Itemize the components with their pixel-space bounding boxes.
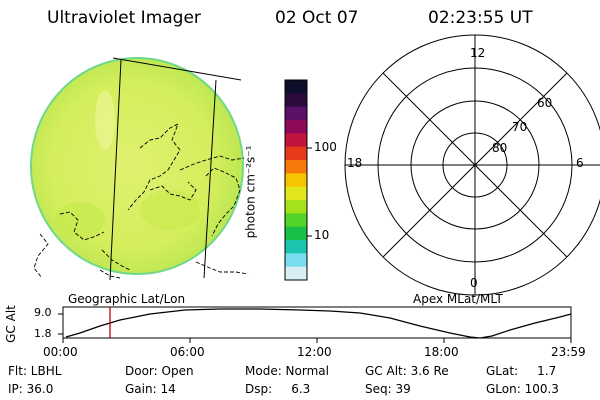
info-seq: Seq: 39	[365, 382, 411, 396]
altitude-curve	[65, 308, 572, 339]
colorbar-stripe	[285, 266, 307, 281]
time-text: 02:23:55 UT	[428, 8, 533, 28]
altitude-strip	[58, 306, 572, 343]
colorbar-stripe	[285, 240, 307, 254]
geo-grid-lines	[109, 57, 242, 281]
gc-alt-axis-label: GC Alt	[3, 305, 18, 343]
geographic-panel-label: Geographic Lat/Lon	[68, 292, 186, 306]
alt-tick-1-8: 1.8	[34, 327, 52, 340]
uv-image-disc	[30, 57, 249, 281]
colorbar-stripe	[285, 160, 307, 174]
lat-label-70: 70	[512, 120, 528, 134]
mlt-label-18: 18	[347, 156, 363, 170]
colorbar-stripe	[285, 106, 307, 121]
lat-label-80: 80	[492, 141, 508, 155]
colorbar-stripe	[285, 80, 307, 94]
colorbar	[284, 79, 312, 281]
colorbar-stripe	[285, 133, 307, 148]
colorbar-stripe	[285, 173, 307, 188]
info-glat: GLat: 1.7	[486, 364, 557, 378]
colorbar-stripe	[285, 93, 307, 108]
colorbar-tick-10: 10	[314, 228, 330, 242]
colorbar-stripe	[285, 186, 307, 201]
lat-label-60: 60	[537, 96, 553, 110]
x-tick-0000: 00:00	[43, 345, 78, 359]
mlt-label-6: 6	[576, 156, 584, 170]
info-gc-alt: GC Alt: 3.6 Re	[365, 364, 449, 378]
apex-panel-label: Apex MLat/MLT	[413, 292, 503, 306]
colorbar-unit-label: photon cm⁻²s⁻¹	[243, 145, 258, 239]
colorbar-stripe	[285, 226, 307, 241]
info-flt: Flt: LBHL	[8, 364, 62, 378]
coastlines	[33, 123, 249, 279]
colorbar-stripe	[285, 146, 307, 161]
info-ip: IP: 36.0	[8, 382, 54, 396]
colorbar-tick-100: 100	[314, 140, 337, 154]
x-tick-1200: 12:00	[297, 345, 332, 359]
info-dsp: Dsp: 6.3	[245, 382, 311, 396]
info-gain: Gain: 14	[125, 382, 176, 396]
colorbar-stripe	[285, 253, 307, 268]
mlt-label-0: 0	[470, 276, 478, 290]
alt-tick-9: 9.0	[34, 306, 52, 319]
mlt-label-12: 12	[470, 46, 486, 60]
colorbar-stripe	[285, 200, 307, 214]
colorbar-stripe	[285, 213, 307, 228]
x-tick-0600: 06:00	[170, 345, 205, 359]
info-door: Door: Open	[125, 364, 194, 378]
x-tick-1800: 18:00	[424, 345, 459, 359]
info-glon: GLon: 100.3	[486, 382, 559, 396]
colorbar-stripe	[285, 120, 307, 134]
polar-plot	[344, 34, 600, 296]
x-tick-2359: 23:59	[551, 345, 586, 359]
info-mode: Mode: Normal	[245, 364, 329, 378]
date-text: 02 Oct 07	[275, 8, 359, 28]
title-text: Ultraviolet Imager	[47, 8, 201, 28]
